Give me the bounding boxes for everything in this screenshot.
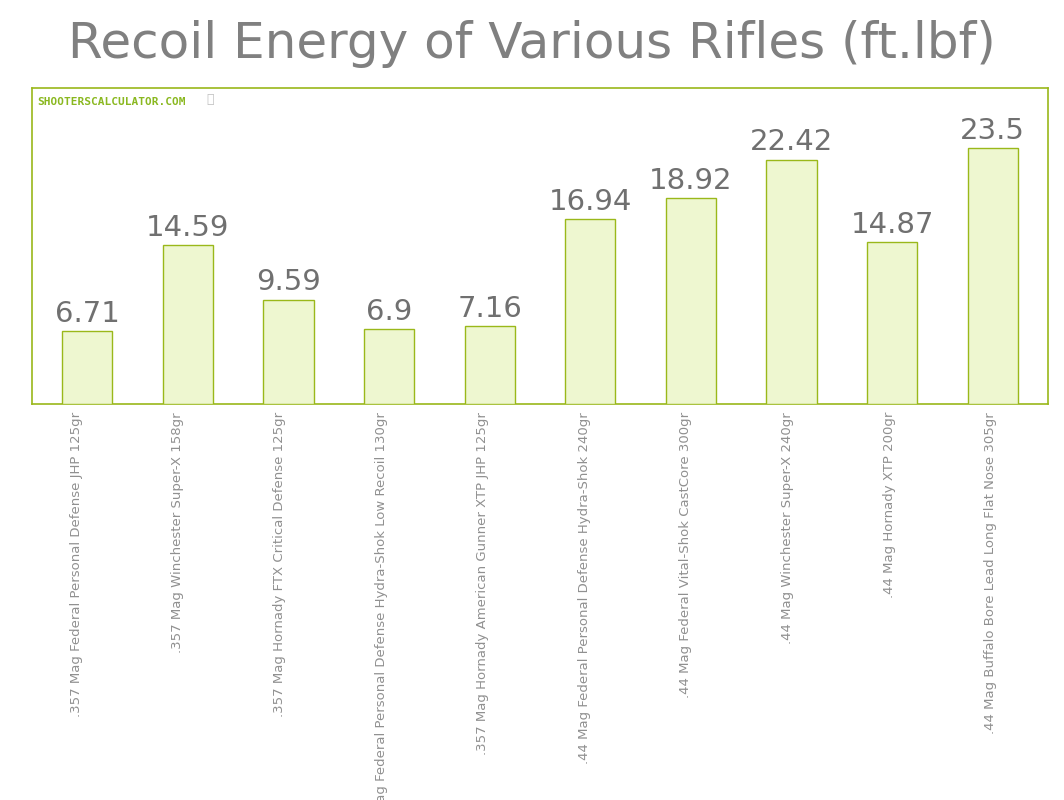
Text: .44 Mag Hornady XTP 200gr: .44 Mag Hornady XTP 200gr [883, 412, 896, 598]
Bar [967, 148, 1018, 404]
Text: 14.59: 14.59 [146, 214, 230, 242]
Text: Recoil Energy of Various Rifles (ft.lbf): Recoil Energy of Various Rifles (ft.lbf) [68, 20, 996, 68]
Text: SHOOTERSCALCULATOR.COM: SHOOTERSCALCULATOR.COM [37, 98, 185, 107]
Text: 18.92: 18.92 [649, 166, 733, 194]
Text: .44 Mag Winchester Super-X 240gr: .44 Mag Winchester Super-X 240gr [781, 412, 794, 644]
Text: 6.71: 6.71 [55, 300, 119, 328]
Text: 7.16: 7.16 [458, 294, 522, 322]
Text: .357 Mag Hornady FTX Critical Defense 125gr: .357 Mag Hornady FTX Critical Defense 12… [273, 412, 286, 717]
Text: .44 Mag Federal Vital-Shok CastCore 300gr: .44 Mag Federal Vital-Shok CastCore 300g… [680, 412, 693, 698]
Bar [867, 242, 917, 404]
Bar [766, 160, 817, 404]
Bar [263, 299, 314, 404]
Text: .44 Mag Federal Personal Defense Hydra-Shok 240gr: .44 Mag Federal Personal Defense Hydra-S… [578, 412, 591, 764]
Text: 9.59: 9.59 [256, 268, 321, 296]
Text: .357 Mag Federal Personal Defense JHP 125gr: .357 Mag Federal Personal Defense JHP 12… [70, 412, 83, 717]
Text: 23.5: 23.5 [961, 117, 1025, 145]
Text: 16.94: 16.94 [549, 188, 632, 216]
Text: ⌖: ⌖ [206, 93, 214, 106]
Text: 6.9: 6.9 [366, 298, 412, 326]
Bar [465, 326, 515, 404]
Text: .357 Mag Hornady American Gunner XTP JHP 125gr: .357 Mag Hornady American Gunner XTP JHP… [477, 412, 489, 755]
Text: .357 Mag Federal Personal Defense Hydra-Shok Low Recoil 130gr: .357 Mag Federal Personal Defense Hydra-… [375, 412, 387, 800]
Bar [62, 331, 113, 404]
Text: .357 Mag Winchester Super-X 158gr: .357 Mag Winchester Super-X 158gr [171, 412, 184, 653]
Text: .44 Mag Buffalo Bore Lead Long Flat Nose 305gr: .44 Mag Buffalo Bore Lead Long Flat Nose… [984, 412, 997, 734]
Bar [163, 245, 213, 404]
Text: 22.42: 22.42 [750, 129, 833, 157]
Bar [364, 329, 414, 404]
Bar [666, 198, 716, 404]
Text: 14.87: 14.87 [850, 210, 934, 238]
Bar [565, 219, 615, 404]
